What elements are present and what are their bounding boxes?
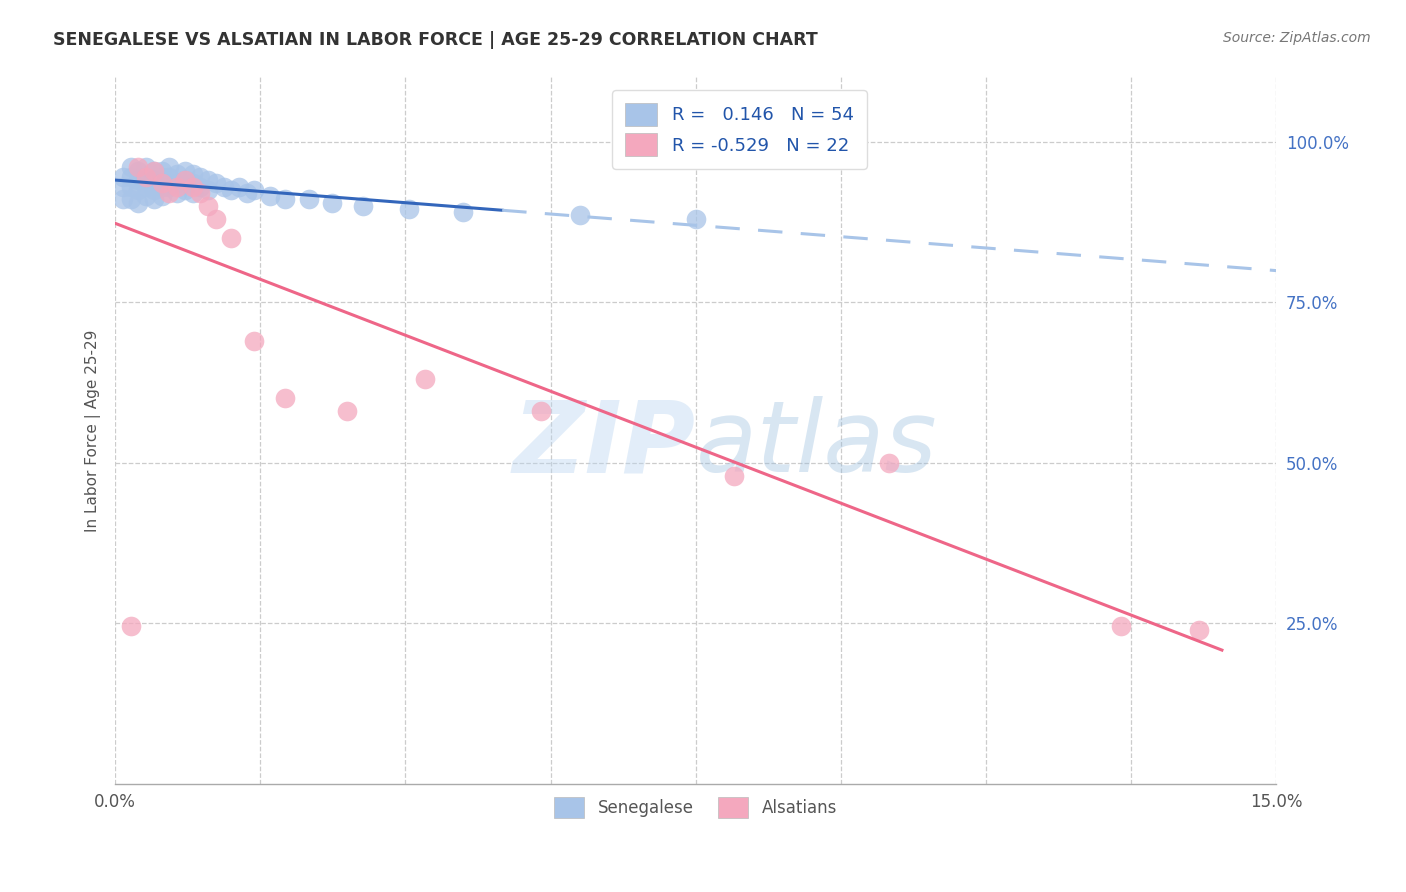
Point (453, 205, 475, 219)
Point (135, 169, 157, 184)
Point (135, 169, 157, 184)
Point (530, 404, 553, 418)
Point (321, 195, 343, 210)
Point (127, 195, 149, 210)
Point (127, 163, 149, 178)
Point (120, 179, 142, 194)
Point (120, 169, 142, 184)
Point (111, 169, 134, 184)
Point (166, 186, 188, 200)
Point (274, 193, 297, 207)
Point (150, 177, 173, 191)
Point (188, 186, 211, 200)
Point (157, 186, 180, 200)
Point (166, 167, 188, 181)
Point (142, 163, 165, 178)
Point (120, 161, 142, 175)
Point (181, 179, 204, 194)
Text: Source: ZipAtlas.com: Source: ZipAtlas.com (1223, 31, 1371, 45)
Point (181, 167, 204, 181)
Point (723, 468, 745, 483)
Point (120, 193, 142, 207)
Point (173, 173, 195, 187)
Point (173, 163, 195, 178)
Point (150, 189, 173, 203)
Point (135, 161, 157, 175)
Point (166, 177, 188, 191)
Point (219, 183, 242, 197)
Point (173, 183, 195, 197)
Point (877, 456, 900, 470)
Point (298, 193, 321, 207)
Point (243, 183, 266, 197)
Point (188, 169, 211, 184)
Point (157, 161, 180, 175)
Point (150, 179, 173, 194)
Point (111, 179, 134, 194)
Point (413, 372, 436, 386)
Point (157, 169, 180, 184)
Point (352, 199, 374, 213)
Point (127, 183, 149, 197)
Legend: Senegalese, Alsatians: Senegalese, Alsatians (547, 790, 844, 825)
Point (685, 211, 707, 226)
Point (204, 177, 226, 191)
Point (243, 334, 266, 348)
Point (236, 186, 259, 200)
Point (398, 202, 420, 216)
Point (150, 163, 173, 178)
Point (274, 392, 297, 406)
Point (1188, 623, 1211, 637)
Point (188, 179, 211, 194)
Point (127, 173, 149, 187)
Point (142, 163, 165, 178)
Point (181, 177, 204, 191)
Point (127, 161, 149, 175)
Point (212, 179, 235, 194)
Text: ZIP: ZIP (513, 396, 696, 493)
Text: atlas: atlas (696, 396, 938, 493)
Point (157, 179, 180, 194)
Point (197, 199, 219, 213)
Point (135, 189, 157, 203)
Point (219, 231, 242, 245)
Point (204, 211, 226, 226)
Point (336, 404, 359, 418)
Point (228, 179, 250, 194)
Point (1111, 619, 1133, 633)
Y-axis label: In Labor Force | Age 25-29: In Labor Force | Age 25-29 (86, 329, 101, 532)
Text: SENEGALESE VS ALSATIAN IN LABOR FORCE | AGE 25-29 CORRELATION CHART: SENEGALESE VS ALSATIAN IN LABOR FORCE | … (53, 31, 818, 49)
Point (142, 183, 165, 197)
Point (166, 179, 188, 194)
Point (111, 193, 134, 207)
Point (120, 619, 142, 633)
Point (142, 193, 165, 207)
Point (135, 179, 157, 194)
Point (150, 169, 173, 184)
Point (181, 186, 204, 200)
Point (142, 173, 165, 187)
Point (568, 209, 591, 223)
Point (173, 173, 195, 187)
Point (259, 189, 281, 203)
Point (197, 173, 219, 187)
Point (197, 183, 219, 197)
